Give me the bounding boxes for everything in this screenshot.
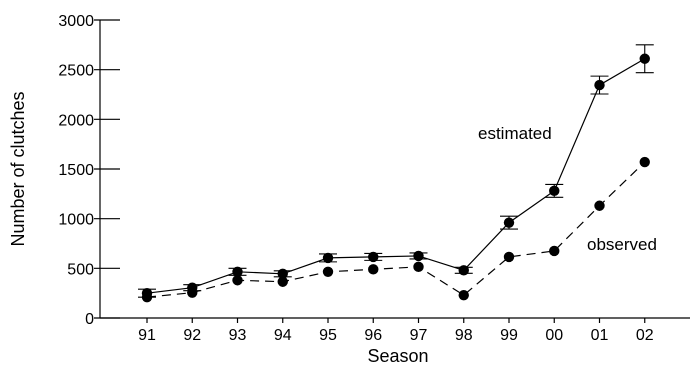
data-point-estimated: [594, 79, 605, 91]
data-point-observed: [232, 275, 243, 286]
data-point-estimated: [549, 185, 560, 197]
y-tick-label: 2000: [58, 112, 94, 129]
x-tick-label: 92: [183, 327, 201, 344]
data-point-observed: [187, 287, 198, 298]
y-axis-label: Number of clutches: [8, 91, 28, 246]
y-tick-label: 2500: [58, 63, 94, 80]
data-point-observed: [368, 264, 379, 275]
observed-annotation: observed: [587, 235, 657, 254]
data-point-estimated: [368, 251, 379, 263]
axes: 0 500 1000 1500 2000 2500 3000 91 92 93 94 95 96 97 98…: [58, 13, 690, 344]
y-tick-label: 1500: [58, 162, 94, 179]
data-point-observed: [594, 200, 605, 211]
x-tick-label: 02: [636, 327, 654, 344]
data-point-estimated: [277, 268, 288, 279]
series-observed: [141, 156, 650, 303]
estimated-annotation: estimated: [478, 124, 552, 143]
series-line-estimated: [146, 58, 646, 294]
data-point-estimated: [458, 265, 469, 276]
y-tick-label: 500: [67, 261, 94, 278]
y-tick-label: 1000: [58, 212, 94, 229]
x-tick-label: 96: [364, 327, 382, 344]
data-point-observed: [503, 251, 515, 263]
data-point-observed: [458, 289, 469, 301]
y-tick-label: 3000: [58, 13, 94, 30]
x-tick-label: 91: [138, 327, 156, 344]
data-point-estimated: [322, 252, 334, 264]
data-point-observed: [639, 156, 650, 168]
x-tick-label: 97: [410, 327, 428, 344]
data-point-observed: [549, 245, 560, 257]
x-tick-label: 00: [545, 327, 563, 344]
data-point-observed: [413, 261, 424, 273]
data-point-observed: [141, 291, 153, 303]
y-tick-label: 0: [85, 311, 94, 328]
x-tick-label: 95: [319, 327, 337, 344]
data-point-estimated: [413, 250, 424, 262]
series-layer: [138, 44, 654, 303]
series-estimated: [138, 44, 654, 299]
x-tick-label: 98: [455, 327, 473, 344]
data-point-estimated: [639, 53, 650, 64]
x-tick-label: 99: [500, 327, 518, 344]
data-point-observed: [322, 266, 334, 278]
x-tick-label: 01: [591, 327, 609, 344]
data-point-observed: [277, 276, 288, 287]
x-tick-label: 93: [229, 327, 247, 344]
data-point-estimated: [232, 266, 243, 278]
data-point-estimated: [503, 217, 515, 228]
x-tick-label: 94: [274, 327, 292, 344]
series-line-observed: [146, 161, 646, 298]
x-axis-label: Season: [367, 346, 428, 366]
